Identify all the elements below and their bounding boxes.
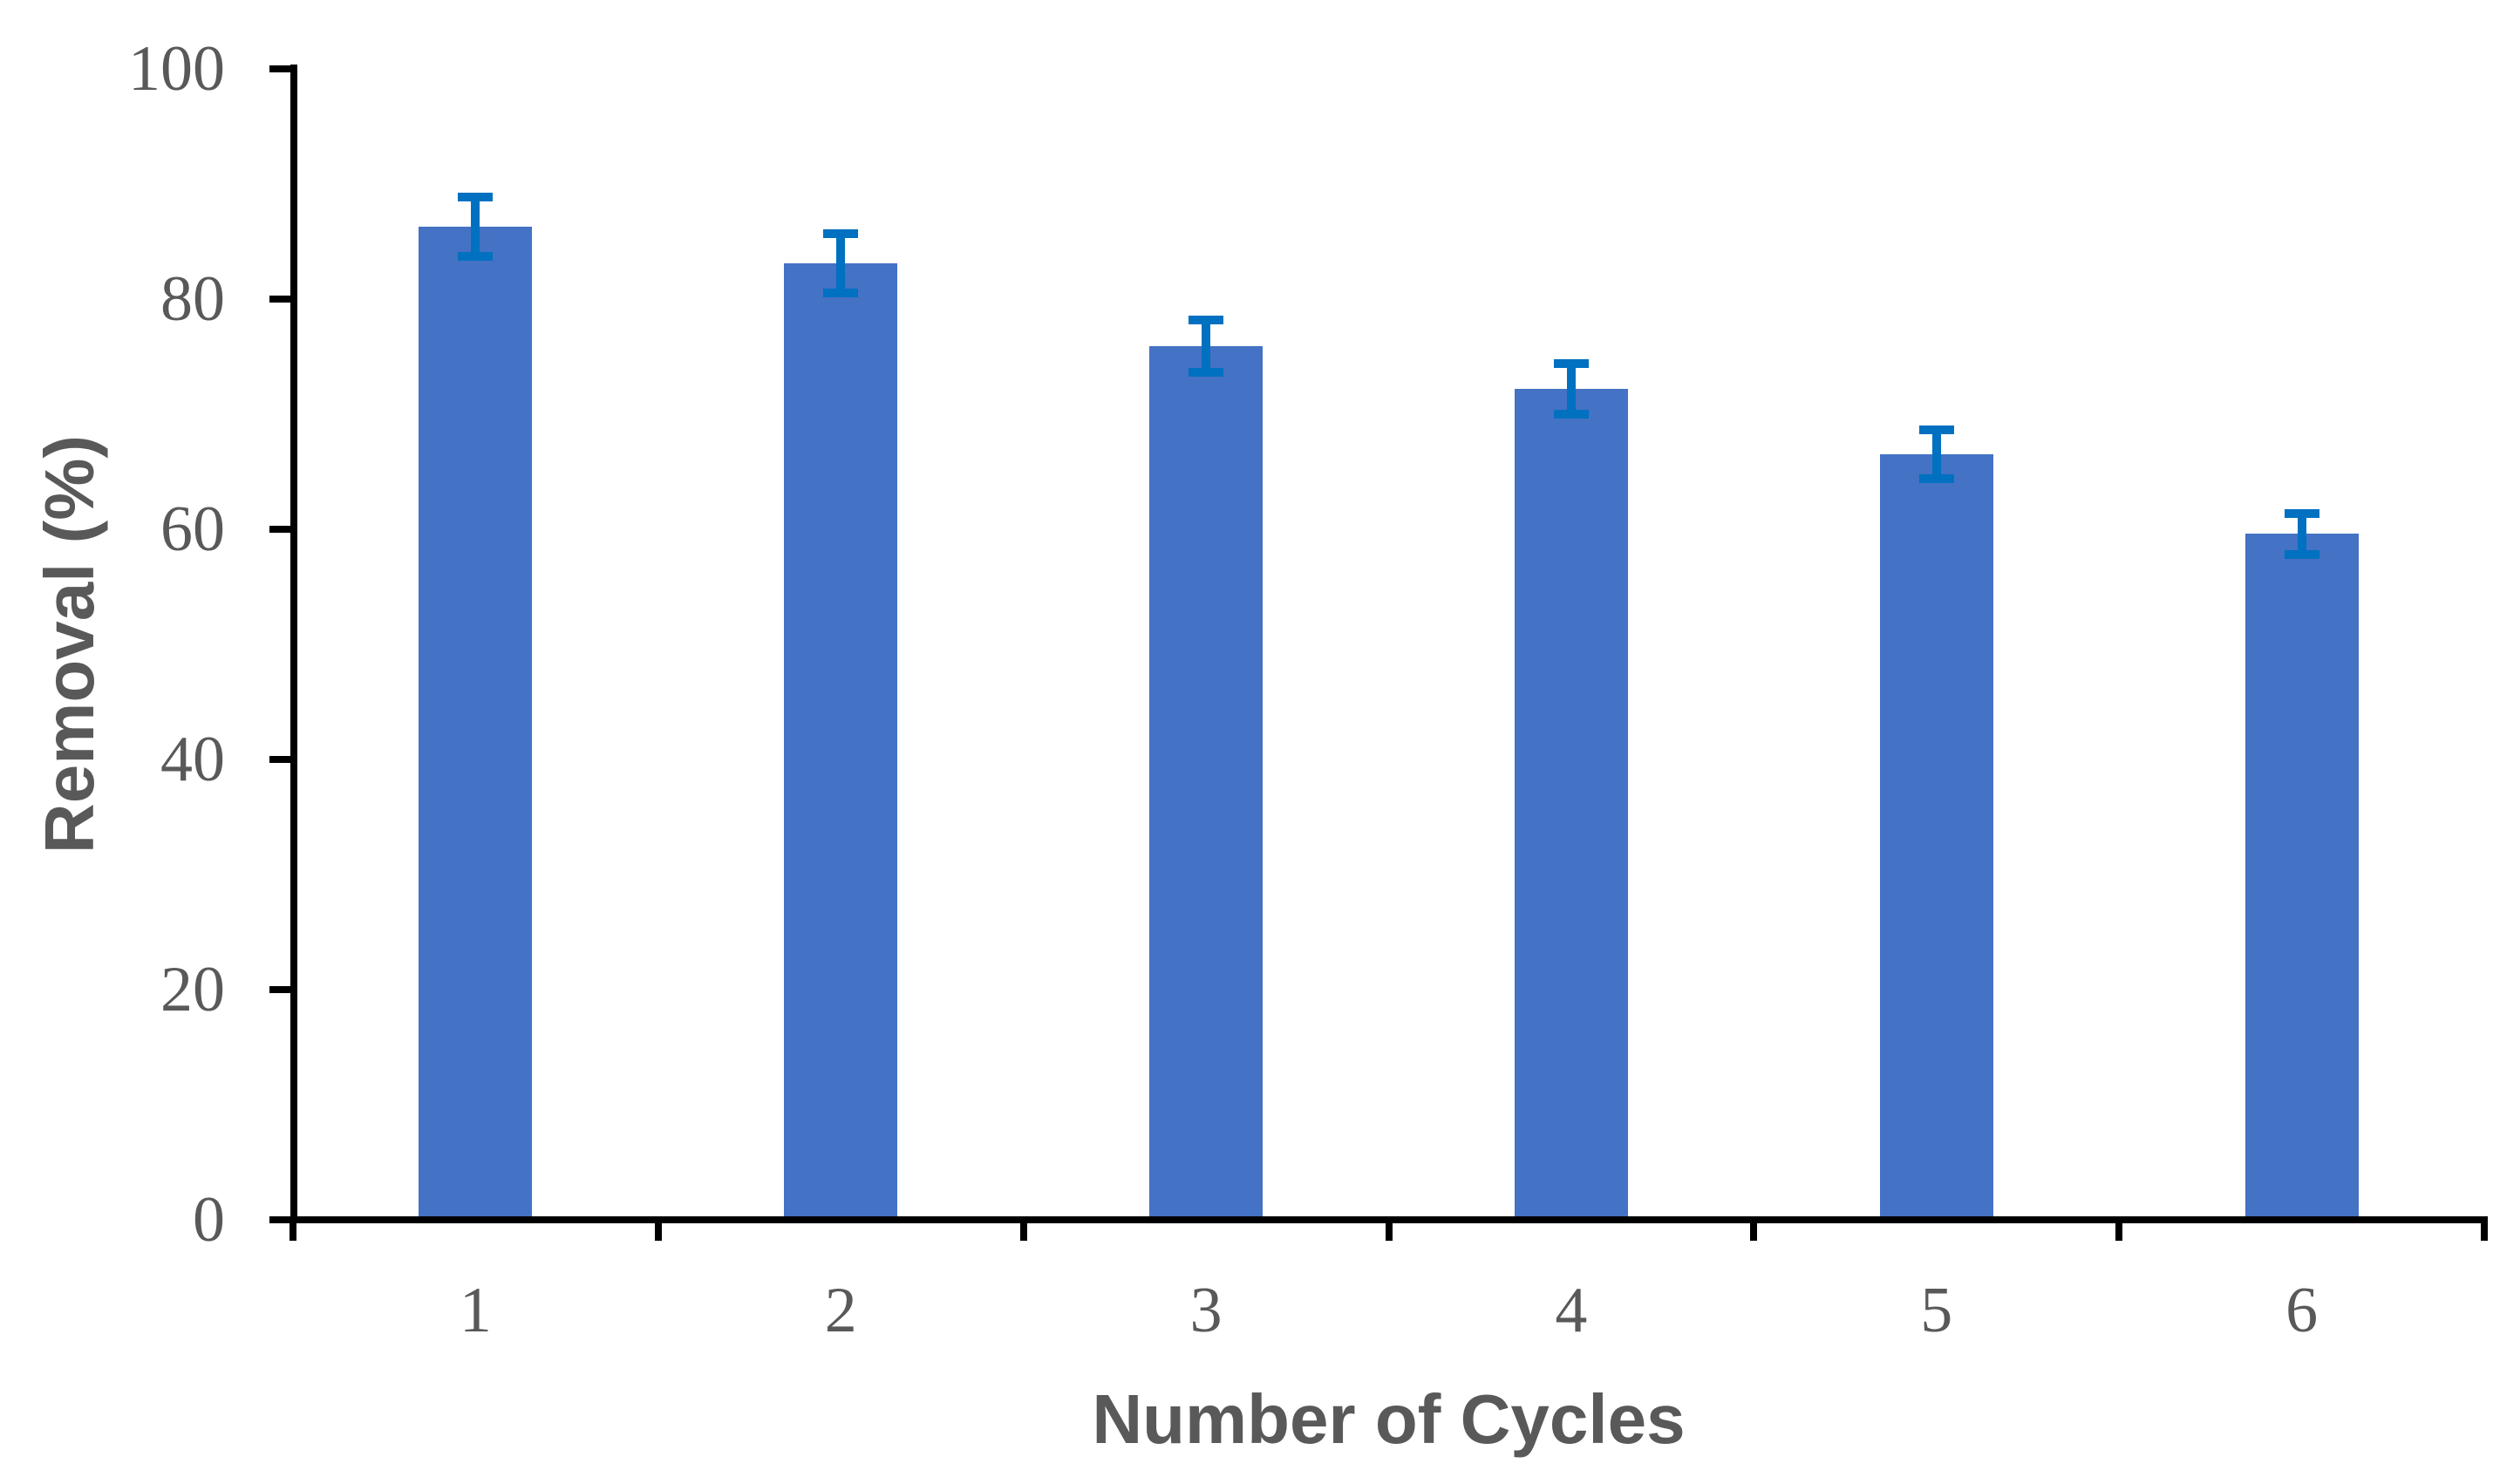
error-bar-top-cap [1553,358,1589,368]
error-bar-line [2297,513,2306,555]
x-axis-title: Number of Cycles [1092,1380,1686,1458]
y-tick-label: 20 [160,954,225,1025]
error-bar-bottom-cap [1553,410,1589,419]
y-tick-label: 0 [193,1184,225,1256]
error-bar-line [836,233,846,294]
x-tick-label: 3 [1189,1275,1223,1346]
error-bar-top-cap [823,228,859,238]
error-bar-top-cap [458,192,494,201]
y-axis-line [290,65,297,1223]
bar [784,263,898,1216]
x-tick-label: 2 [824,1275,857,1346]
y-tick-mark [269,1216,293,1223]
y-tick-label: 100 [128,33,225,105]
y-tick-label: 40 [160,724,225,795]
error-bar-bottom-cap [458,252,494,262]
bar [1149,346,1264,1216]
x-tick-label: 6 [2285,1275,2319,1346]
x-tick-label: 4 [1555,1275,1588,1346]
y-tick-mark [269,296,293,303]
bar [1514,388,1628,1216]
x-tick-mark [1019,1216,1027,1241]
bar [419,226,533,1216]
error-bar-top-cap [1918,425,1954,435]
error-bar-top-cap [1189,315,1224,324]
x-tick-label: 5 [1920,1275,1953,1346]
y-tick-mark [269,756,293,763]
y-tick-label: 60 [160,494,225,565]
error-bar-bottom-cap [1189,368,1224,378]
x-tick-mark [1385,1216,1393,1241]
y-tick-mark [269,986,293,993]
bar [2244,534,2359,1216]
y-tick-mark [269,65,293,72]
error-bar-line [1566,363,1576,414]
y-axis-title: Removal (%) [31,434,108,854]
x-tick-mark [289,1216,296,1241]
y-tick-label: 80 [160,263,225,335]
error-bar-bottom-cap [1918,473,1954,483]
error-bar-bottom-cap [823,289,859,298]
error-bar-line [471,196,480,257]
x-tick-mark [2115,1216,2123,1241]
error-bar-line [1202,319,1211,373]
x-tick-mark [654,1216,662,1241]
y-tick-mark [269,526,293,533]
x-tick-mark [1750,1216,1758,1241]
error-bar-bottom-cap [2284,550,2319,560]
x-tick-label: 1 [459,1275,492,1346]
x-tick-mark [2481,1216,2488,1241]
error-bar-line [1931,430,1941,479]
bar [1879,454,1993,1216]
error-bar-top-cap [2284,508,2319,518]
